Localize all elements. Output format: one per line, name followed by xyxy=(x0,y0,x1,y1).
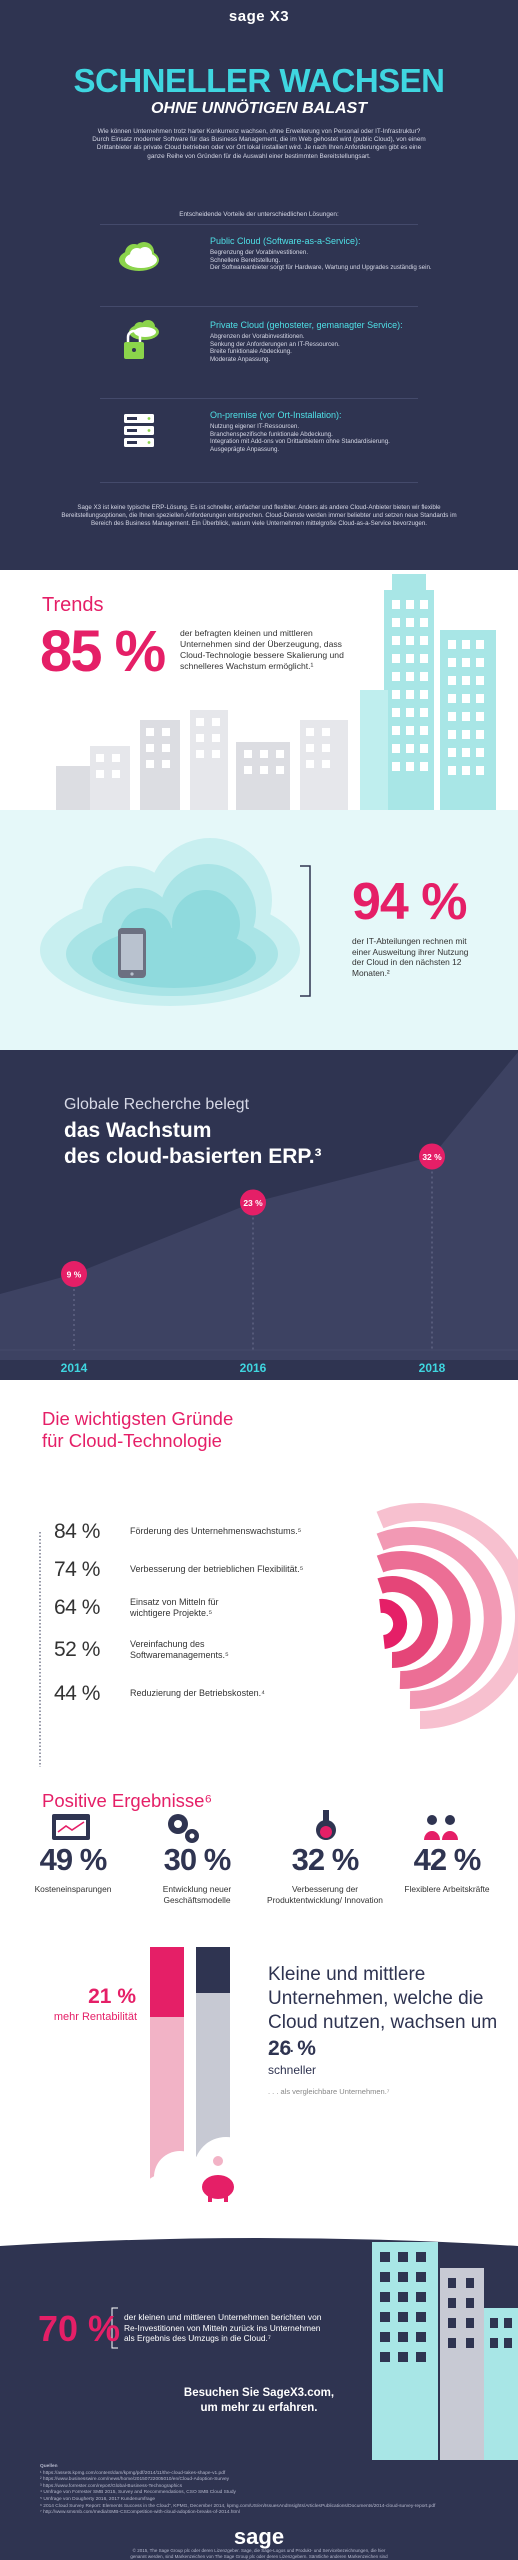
people-icon xyxy=(424,1815,458,1840)
growth-headline: Kleine und mittlere Unternehmen, welche … xyxy=(268,1964,498,2057)
positive-icons xyxy=(52,1810,458,1843)
chart-point xyxy=(61,1261,87,1287)
it-value: 94 % xyxy=(352,873,468,931)
positive-item: 30 % Entwicklung neuer Geschäftsmodelle xyxy=(162,1842,232,1905)
skyline-dark-illustration xyxy=(0,2238,518,2460)
reason-item: 74 % Verbesserung der betrieblichen Flex… xyxy=(54,1558,304,1581)
divider xyxy=(100,482,418,483)
option-title: On-premise (vor Ort-Installation): xyxy=(210,410,342,420)
reasons-title: Die wichtigsten Gründe für Cloud-Technol… xyxy=(42,1408,234,1451)
reason-item: 64 % Einsatz von Mitteln für wichtigere … xyxy=(54,1596,219,1619)
cloud-phone-illustration xyxy=(40,838,311,1006)
options-lead: Entscheidende Vorteile der unterschiedli… xyxy=(179,211,339,218)
profit-label: mehr Rentabilität xyxy=(53,2011,137,2023)
bracket xyxy=(300,865,311,997)
positive-item: 32 % Verbesserung der Produktentwicklung… xyxy=(267,1842,383,1905)
gears-icon xyxy=(168,1814,199,1843)
trends-label: Trends xyxy=(42,594,104,616)
trends-text: der befragten kleinen und mittleren Unte… xyxy=(180,628,344,671)
positive-item: 49 % Kosteneinsparungen xyxy=(34,1842,112,1894)
growth-area-chart: 9 % 2014 23 % 2016 32 % 2018 xyxy=(0,1052,518,1375)
footer: Quellen ¹ https://assets.kpmg.com/conten… xyxy=(0,2460,518,2560)
reinvest-text: der kleinen und mittleren Unternehmen be… xyxy=(124,2312,322,2343)
sage-logo: sage xyxy=(233,2524,285,2549)
cloud-lock-icon xyxy=(124,320,159,359)
positive-results-section: Positive Ergebnisse⁶ 49 % Kosteneinsparu… xyxy=(0,1780,518,1925)
it-text: der IT-Abteilungen rechnen mit einer Aus… xyxy=(352,936,469,978)
chart-data-label: 32 % xyxy=(422,1152,442,1162)
reinvest-value: 70 % xyxy=(38,2308,121,2349)
header-section: sage X3 SCHNELLER WACHSEN OHNE UNNÖTIGEN… xyxy=(0,0,518,570)
growth-value: 26 % xyxy=(268,2037,316,2060)
outro-text: Sage X3 ist keine typische ERP-Lösung. E… xyxy=(61,504,457,527)
reasons-section: Die wichtigsten Gründe für Cloud-Technol… xyxy=(0,1380,518,1780)
growth-chart-section: 9 % 2014 23 % 2016 32 % 2018 Globale Recherch… xyxy=(0,1050,518,1380)
it-section: 94 % der IT-Abteilungen rechnen mit eine… xyxy=(0,810,518,1050)
reason-item: 84 % Förderung des Unternehmenswachstums… xyxy=(54,1520,302,1543)
option-text: Nutzung eigener IT-Ressourcen. Branchensp… xyxy=(210,423,390,453)
growth-label: schneller xyxy=(268,2063,317,2077)
page-title: SCHNELLER WACHSEN xyxy=(73,62,445,99)
positive-item: 42 % Flexiblere Arbeitskräfte xyxy=(404,1842,490,1894)
option-title: Public Cloud (Software-as-a-Service): xyxy=(210,236,361,246)
reinvest-section: 70 % der kleinen und mittleren Unternehm… xyxy=(0,2238,518,2460)
chart-title-main: das Wachstum des cloud-basierten ERP.³ xyxy=(64,1119,322,1168)
growth-bars-illustration xyxy=(140,1947,280,2221)
piggy-bank-icon xyxy=(202,2172,234,2202)
growth-section: 21 % mehr Rentabilität Kleine und mittle… xyxy=(0,1925,518,2238)
divider xyxy=(100,398,418,399)
chart-point xyxy=(419,1143,445,1170)
chart-data-label: 9 % xyxy=(67,1270,82,1280)
page-subtitle: OHNE UNNÖTIGEN BALAST xyxy=(151,100,367,117)
trends-section: Trends 85 % der befragten kleinen und mi… xyxy=(0,570,518,810)
building-windows xyxy=(392,600,484,775)
chart-x-tick: 2016 xyxy=(240,1361,267,1375)
option-public-cloud: Public Cloud (Software-as-a-Service): Be… xyxy=(100,228,460,290)
divider xyxy=(100,306,418,307)
chart-point xyxy=(240,1189,266,1216)
sage-x3-logo: sage X3 xyxy=(228,8,290,25)
flask-icon xyxy=(316,1810,336,1840)
cloud-icon xyxy=(119,242,159,271)
option-title: Private Cloud (gehosteter, gemanagter Se… xyxy=(210,320,403,330)
option-on-premise: On-premise (vor Ort-Installation): Nutzu… xyxy=(100,402,460,464)
server-icon xyxy=(124,414,154,447)
sources-list: Quellen ¹ https://assets.kpmg.com/conten… xyxy=(40,2464,436,2516)
chart-x-tick: 2018 xyxy=(419,1361,446,1375)
browser-icon xyxy=(52,1814,90,1840)
reason-item: 44 % Reduzierung der Betriebskosten.⁴ xyxy=(54,1682,265,1705)
reason-item: 52 % Vereinfachung des Softwaremanagemen… xyxy=(54,1638,229,1661)
city-skyline-illustration xyxy=(56,574,496,810)
profit-value: 21 % xyxy=(88,1985,136,2008)
chart-data-label: 23 % xyxy=(243,1198,263,1208)
reasons-radial-chart xyxy=(39,1503,518,1767)
option-private-cloud: Private Cloud (gehosteter, gemanagter Se… xyxy=(100,312,460,374)
positive-title: Positive Ergebnisse⁶ xyxy=(42,1790,213,1811)
divider xyxy=(100,224,418,225)
intro-text: Wie können Unternehmen trotz harter Konk… xyxy=(92,128,426,160)
growth-compare: . . . als vergleichbare Unternehmen.⁷ xyxy=(268,2087,390,2096)
option-text: Abgrenzen der Vorabinvestitionen. Senkung… xyxy=(210,333,340,363)
cta-link[interactable]: Besuchen Sie SageX3.com, um mehr zu erfa… xyxy=(183,2387,335,2414)
trends-value: 85 % xyxy=(40,619,166,684)
copyright-text: © 2015, The Sage Group plc oder deren Li… xyxy=(130,2548,388,2560)
chart-x-tick: 2014 xyxy=(61,1361,88,1375)
chart-title-line1: Globale Recherche belegt xyxy=(64,1096,250,1113)
option-text: Begrenzung der Vorabinvestitionen. Schnel… xyxy=(210,249,432,272)
